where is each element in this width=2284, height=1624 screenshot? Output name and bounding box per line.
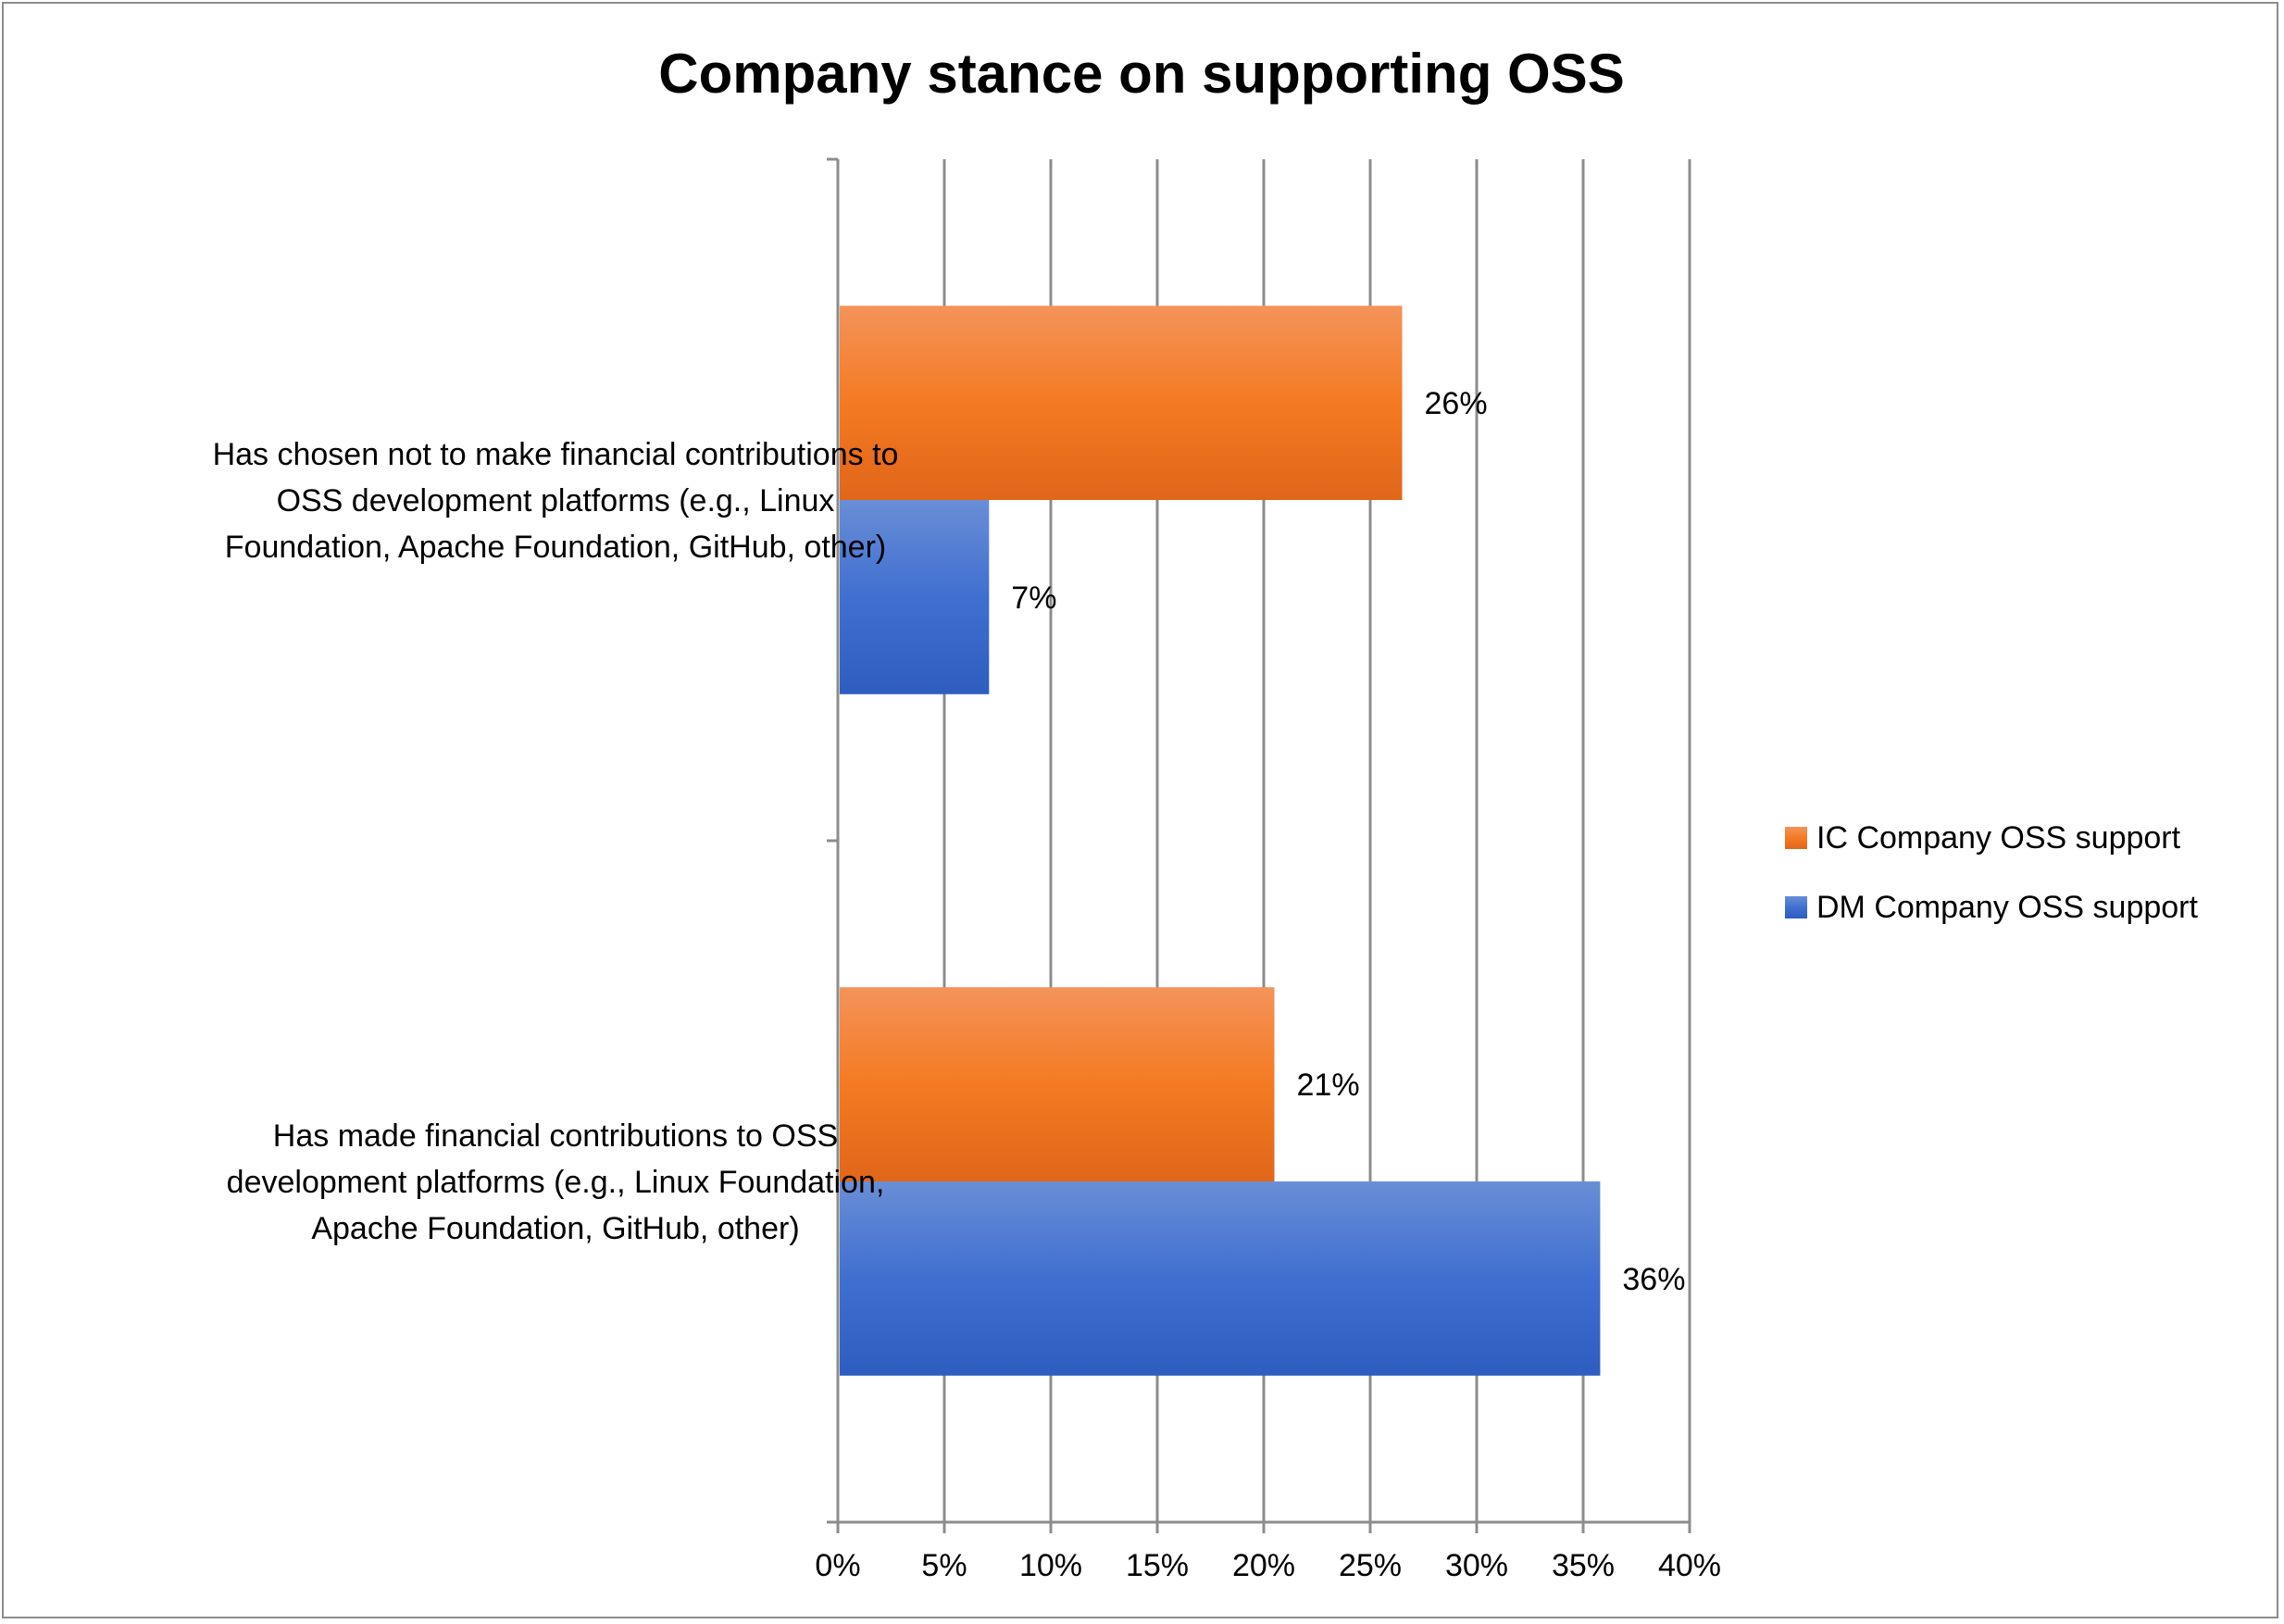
bar [840,1181,1601,1376]
x-tick-label: 5% [921,1548,967,1583]
data-label: 26% [1425,386,1488,421]
x-tick-label: 35% [1552,1548,1615,1583]
x-tick-label: 25% [1339,1548,1402,1583]
bar [840,500,990,694]
legend-swatch [1785,827,1807,849]
bar [840,306,1403,500]
legend-swatch [1785,896,1807,918]
x-tick-label: 30% [1445,1548,1508,1583]
category-label: Has made financial contributions to OSS [273,1118,838,1154]
chart-title: Company stance on supporting OSS [658,43,1624,105]
category-axis: Has chosen not to make financial contrib… [213,157,899,1524]
data-label: 36% [1622,1262,1685,1297]
legend-label: IC Company OSS support [1816,820,2181,856]
category-label: Foundation, Apache Foundation, GitHub, o… [225,530,886,565]
x-tick-label: 40% [1658,1548,1721,1583]
bar [840,987,1275,1181]
x-tick-label: 20% [1232,1548,1295,1583]
value-axis: 0% 5% 10% 15% 20% 25% 30% 35% 40% [815,1520,1721,1583]
legend: IC Company OSS support DM Company OSS sup… [1785,820,2198,925]
category-label: OSS development platforms (e.g., Linux [277,483,835,518]
x-tick-label: 10% [1019,1548,1082,1583]
category-label: development platforms (e.g., Linux Found… [227,1165,885,1200]
category-label: Apache Foundation, GitHub, other) [311,1211,799,1246]
x-tick-label: 0% [815,1548,860,1583]
legend-label: DM Company OSS support [1816,890,2198,925]
data-label: 7% [1011,581,1056,616]
bars: 26% 7% 21% 36% [840,306,1685,1376]
x-tick-label: 15% [1126,1548,1189,1583]
category-label: Has chosen not to make financial contrib… [213,437,899,472]
data-label: 21% [1297,1068,1360,1103]
